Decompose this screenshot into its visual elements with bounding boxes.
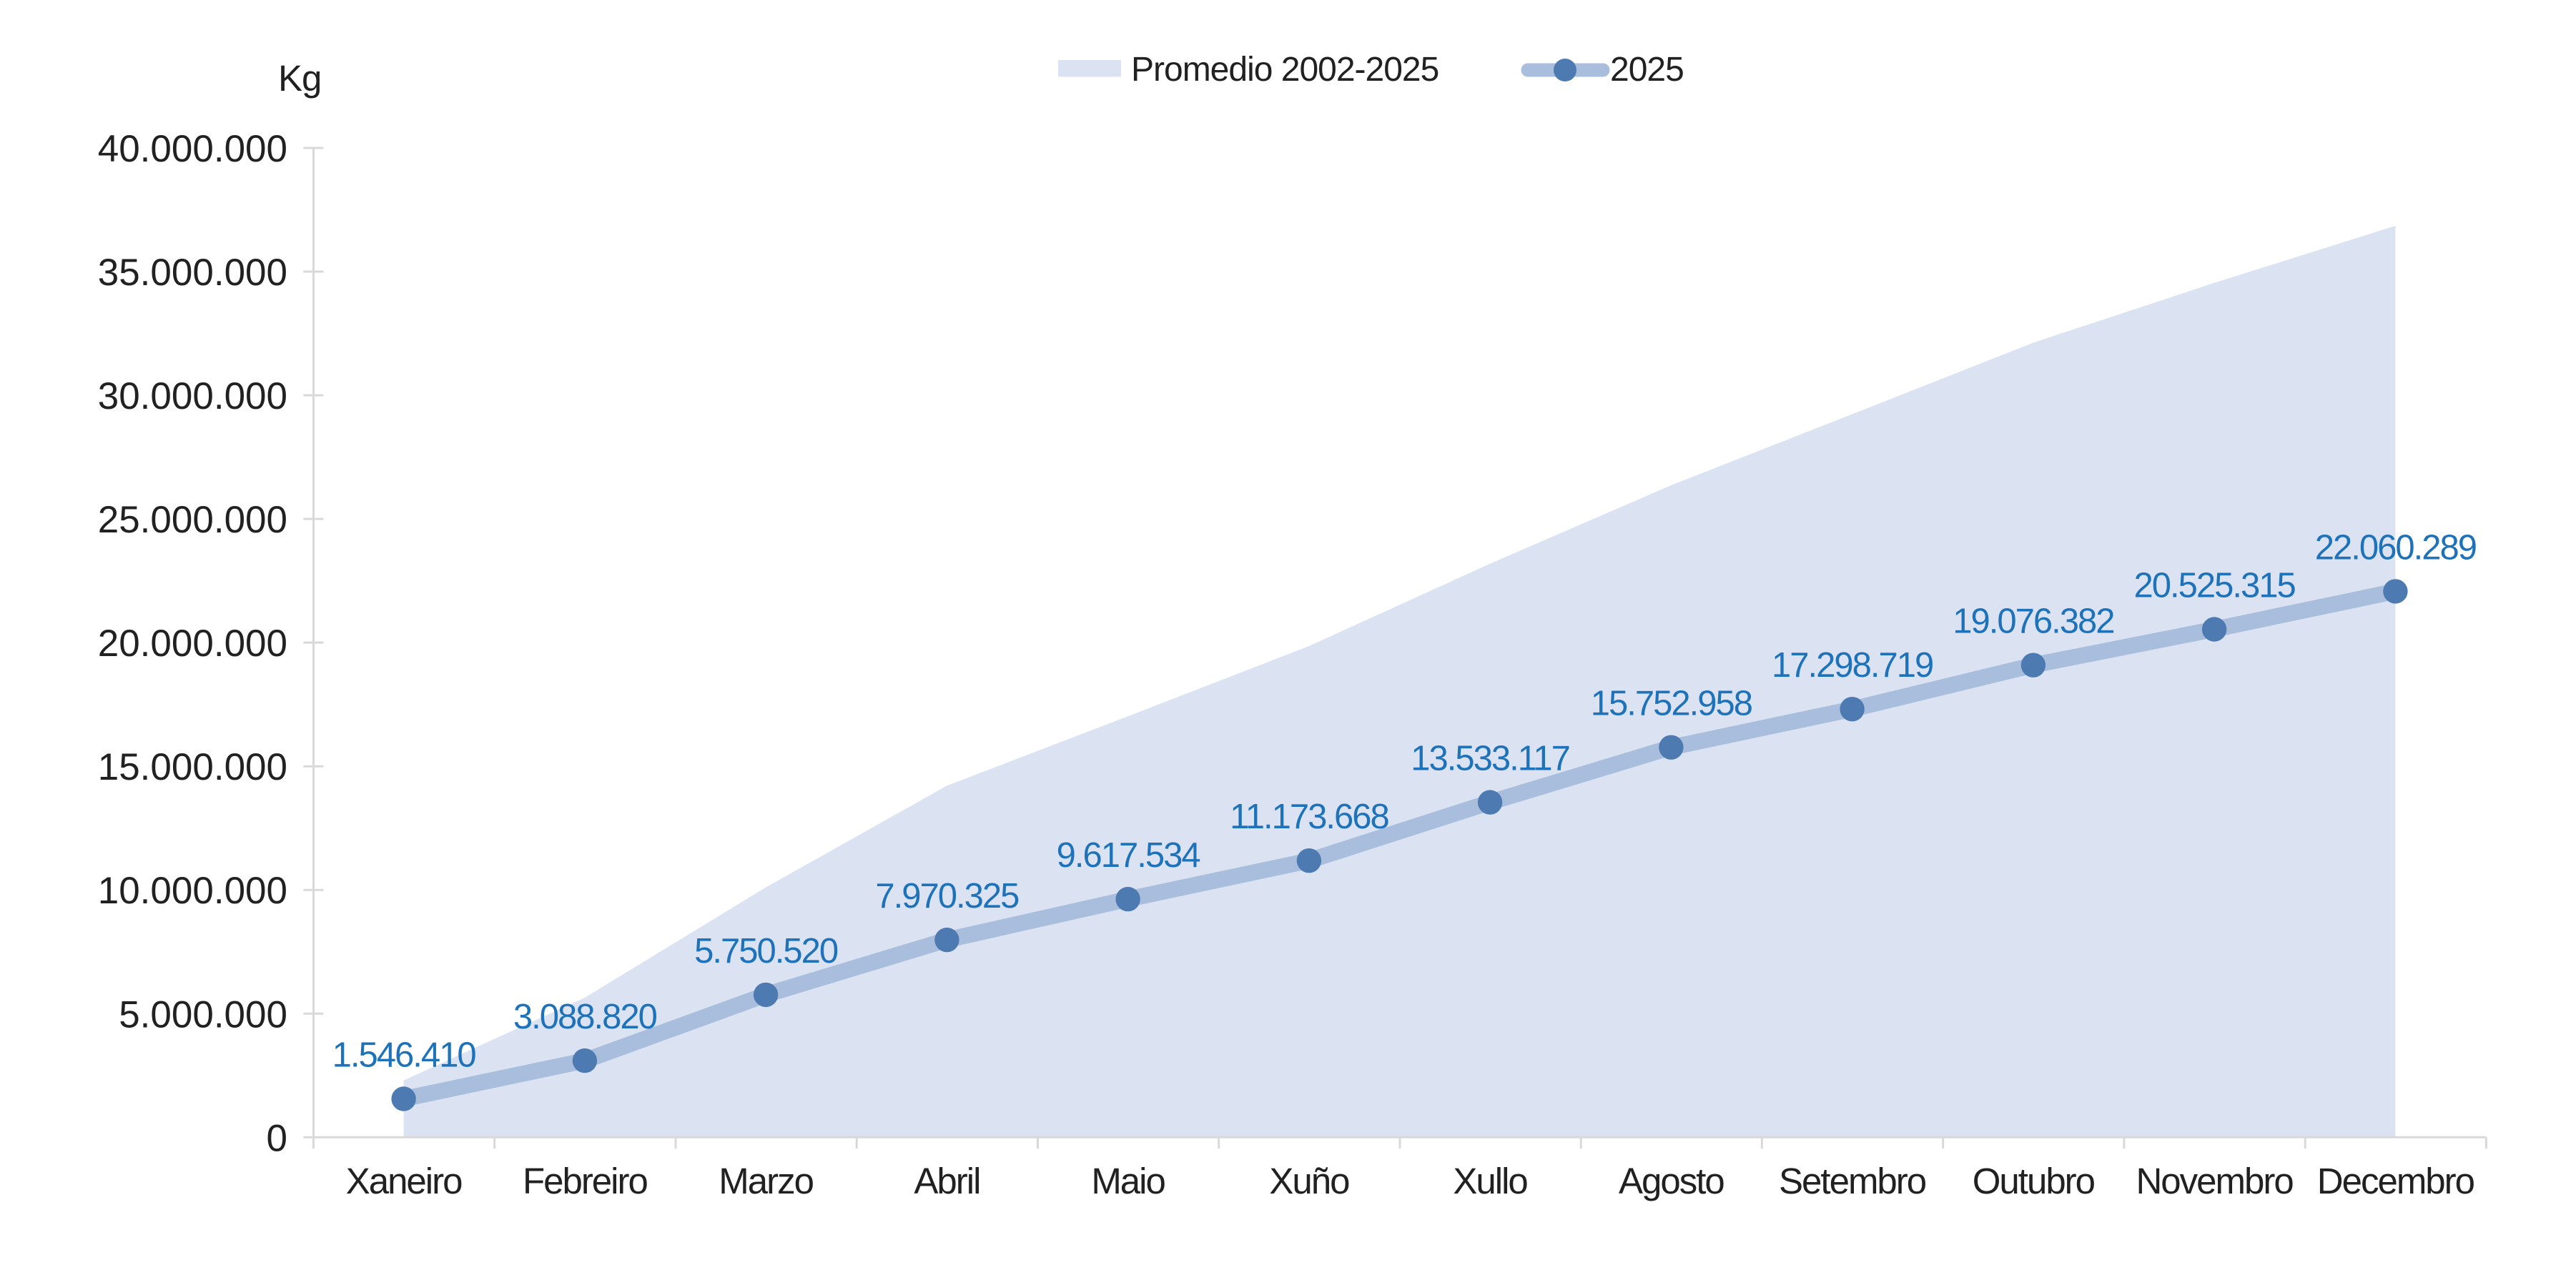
svg-text:7.970.325: 7.970.325 bbox=[875, 877, 1019, 916]
svg-text:40.000.000: 40.000.000 bbox=[98, 128, 287, 170]
svg-text:Setembro: Setembro bbox=[1779, 1161, 1926, 1201]
svg-text:Maio: Maio bbox=[1091, 1161, 1165, 1201]
svg-text:20.525.315: 20.525.315 bbox=[2133, 567, 2295, 605]
svg-text:13.533.117: 13.533.117 bbox=[1411, 740, 1569, 778]
svg-text:Xullo: Xullo bbox=[1453, 1161, 1527, 1201]
svg-text:22.060.289: 22.060.289 bbox=[2315, 528, 2476, 567]
svg-text:Abril: Abril bbox=[914, 1161, 979, 1201]
svg-text:Kg: Kg bbox=[278, 58, 321, 99]
svg-text:Promedio 2002-2025: Promedio 2002-2025 bbox=[1131, 51, 1438, 89]
svg-text:Outubro: Outubro bbox=[1973, 1161, 2095, 1201]
svg-text:5.000.000: 5.000.000 bbox=[119, 993, 287, 1036]
svg-text:Xaneiro: Xaneiro bbox=[346, 1161, 462, 1201]
svg-text:10.000.000: 10.000.000 bbox=[98, 870, 287, 912]
svg-text:Febreiro: Febreiro bbox=[523, 1161, 648, 1201]
svg-text:17.298.719: 17.298.719 bbox=[1772, 646, 1933, 685]
svg-text:0: 0 bbox=[267, 1117, 287, 1159]
svg-text:3.088.820: 3.088.820 bbox=[513, 998, 657, 1036]
svg-text:19.076.382: 19.076.382 bbox=[1953, 602, 2113, 641]
svg-text:1.546.410: 1.546.410 bbox=[332, 1036, 476, 1075]
svg-text:20.000.000: 20.000.000 bbox=[98, 622, 287, 665]
svg-text:Marzo: Marzo bbox=[719, 1161, 813, 1201]
svg-text:Agosto: Agosto bbox=[1619, 1161, 1724, 1201]
svg-text:15.752.958: 15.752.958 bbox=[1591, 685, 1752, 723]
svg-text:Xuño: Xuño bbox=[1269, 1161, 1349, 1201]
svg-text:15.000.000: 15.000.000 bbox=[98, 746, 287, 788]
svg-text:35.000.000: 35.000.000 bbox=[98, 252, 287, 294]
svg-text:2025: 2025 bbox=[1610, 51, 1684, 89]
svg-text:Novembro: Novembro bbox=[2136, 1161, 2293, 1201]
svg-text:30.000.000: 30.000.000 bbox=[98, 375, 287, 417]
svg-text:5.750.520: 5.750.520 bbox=[694, 932, 838, 971]
svg-text:Decembro: Decembro bbox=[2317, 1161, 2474, 1201]
svg-text:11.173.668: 11.173.668 bbox=[1230, 798, 1388, 836]
svg-text:25.000.000: 25.000.000 bbox=[98, 499, 287, 541]
svg-text:9.617.534: 9.617.534 bbox=[1057, 836, 1200, 875]
